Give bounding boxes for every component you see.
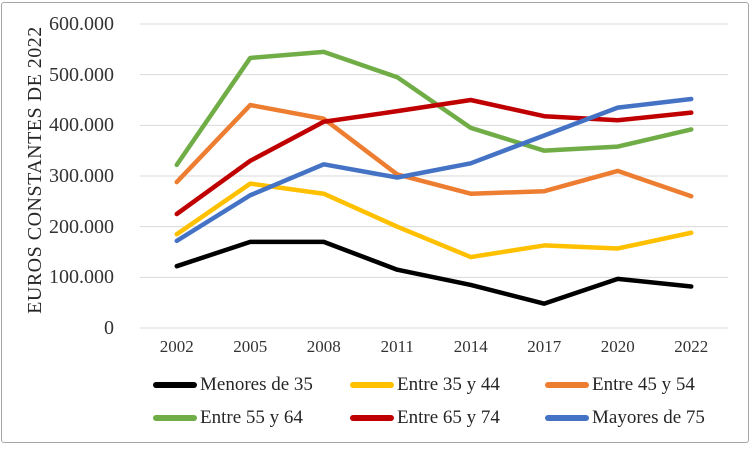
y-tick-label: 200.000 [49, 215, 114, 238]
y-tick-label: 0 [104, 317, 114, 339]
legend-color-swatch [545, 382, 589, 388]
y-tick-label: 600.000 [49, 13, 114, 35]
chart-frame-border [1, 2, 749, 443]
legend-item-entre-35-y-44: Entre 35 y 44 [350, 372, 500, 398]
legend-color-swatch [545, 415, 589, 421]
legend-label: Entre 45 y 54 [592, 374, 695, 395]
y-tick-label: 100.000 [49, 266, 114, 289]
y-tick-label: 500.000 [49, 63, 114, 86]
legend-label: Entre 35 y 44 [397, 374, 500, 395]
series-line-entre-45-y-54 [174, 102, 694, 199]
x-tick-label: 2008 [306, 337, 341, 356]
x-tick-label: 2020 [600, 337, 635, 356]
legend-label: Mayores de 75 [592, 407, 705, 428]
legend-item-entre-45-y-54: Entre 45 y 54 [545, 372, 695, 398]
x-tick-label: 2022 [674, 337, 709, 356]
x-tick-label: 2011 [380, 337, 414, 356]
legend-item-entre-65-y-74: Entre 65 y 74 [350, 405, 500, 431]
legend-item-entre-55-y-64: Entre 55 y 64 [153, 405, 303, 431]
x-tick-label: 2005 [233, 337, 268, 356]
series-line-mayores-de-75 [174, 96, 694, 244]
legend-label: Entre 65 y 74 [397, 407, 500, 428]
series-line-menores-de-35 [174, 239, 694, 306]
x-tick-label: 2014 [453, 337, 488, 356]
legend-label: Menores de 35 [200, 374, 313, 395]
legend-item-menores-de-35: Menores de 35 [153, 372, 313, 398]
x-tick-label: 2017 [527, 337, 562, 356]
legend-label: Entre 55 y 64 [200, 407, 303, 428]
series-line-entre-65-y-74 [174, 97, 694, 217]
legend-color-swatch [350, 415, 394, 421]
legend-color-swatch [350, 382, 394, 388]
legend-item-mayores-de-75: Mayores de 75 [545, 405, 705, 431]
y-tick-label: 400.000 [49, 114, 114, 137]
x-tick-label: 2002 [159, 337, 194, 356]
legend-color-swatch [153, 415, 197, 421]
legend-color-swatch [153, 382, 197, 388]
series-line-entre-55-y-64 [174, 49, 694, 168]
series-line-entre-35-y-44 [174, 181, 694, 260]
y-tick-label: 300.000 [49, 165, 114, 187]
